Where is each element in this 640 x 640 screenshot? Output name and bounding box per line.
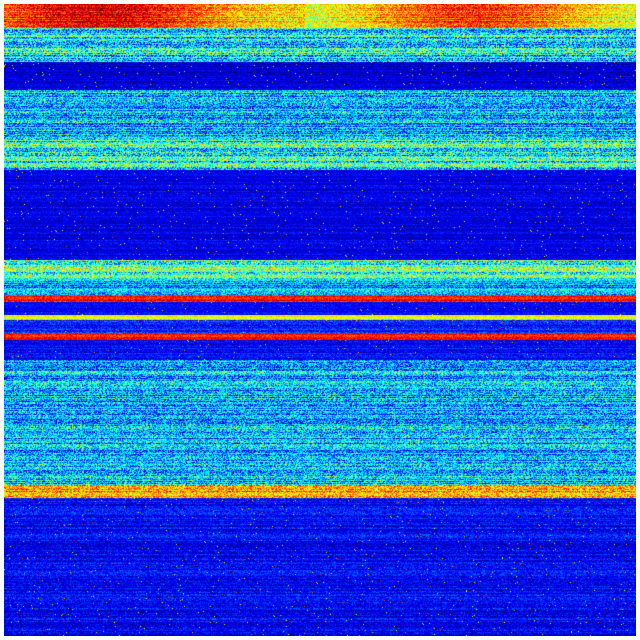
heatmap-canvas (4, 4, 636, 636)
spectrogram-heatmap (4, 4, 636, 636)
